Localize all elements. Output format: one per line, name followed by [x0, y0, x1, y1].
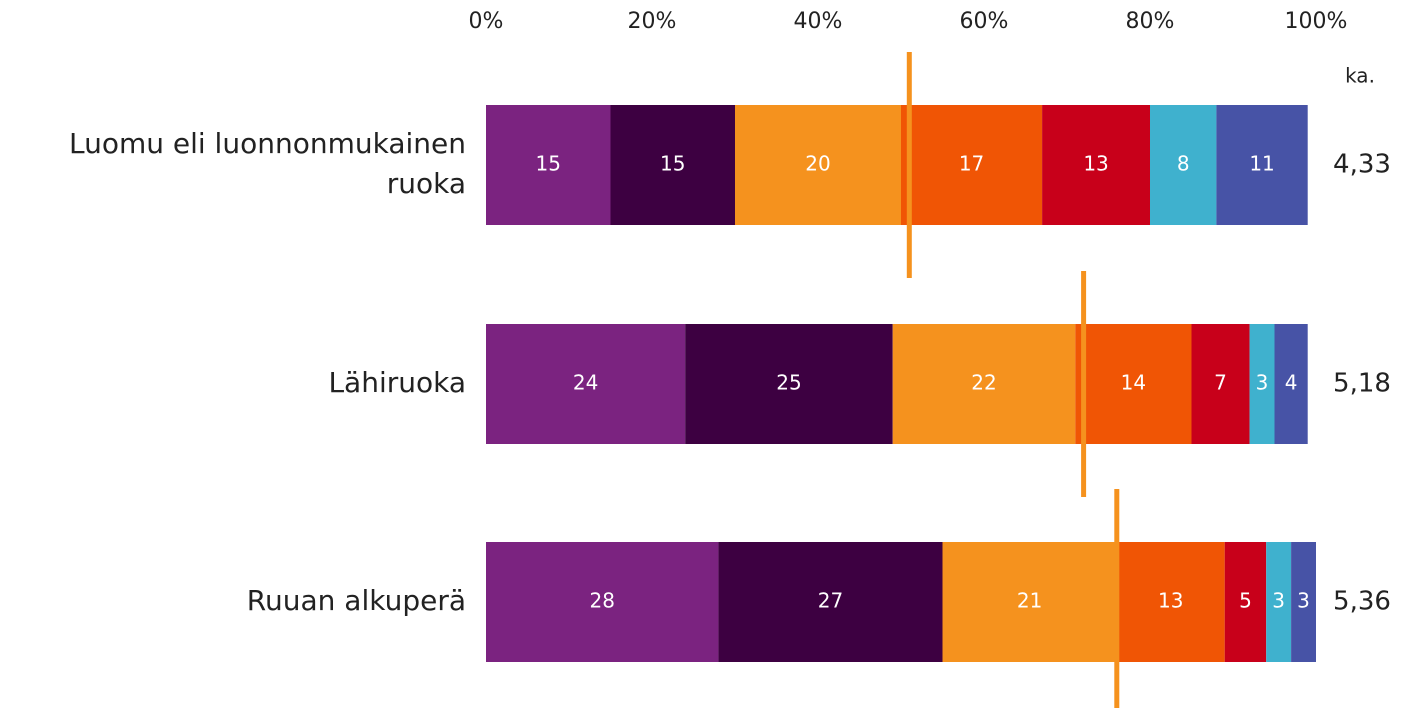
value-label: 3 — [1256, 371, 1269, 395]
bar-segment — [718, 542, 943, 662]
bar-segment — [1116, 542, 1225, 662]
bar-segment — [610, 105, 735, 225]
value-label: 21 — [1017, 589, 1042, 613]
bar-segment — [1224, 542, 1267, 662]
x-tick-label: 60% — [960, 9, 1009, 34]
x-tick-label: 100% — [1285, 9, 1348, 34]
bar-segment — [735, 105, 901, 225]
value-label: 15 — [536, 152, 561, 176]
value-label: 11 — [1249, 152, 1274, 176]
bar-segment — [1191, 324, 1250, 444]
value-label: 28 — [589, 589, 614, 613]
mean-header: ka. — [1345, 64, 1375, 88]
x-tick-label: 40% — [794, 9, 843, 34]
bar-segment — [1274, 324, 1308, 444]
x-tick-label: 20% — [628, 9, 677, 34]
value-label: 25 — [776, 371, 801, 395]
value-label: 27 — [818, 589, 843, 613]
value-label: 4 — [1285, 371, 1298, 395]
mean-label: 4,33 — [1333, 150, 1391, 180]
value-label: 5 — [1239, 589, 1252, 613]
mean-label: 5,18 — [1333, 369, 1391, 399]
bar-segment — [1150, 105, 1217, 225]
bar-segment — [486, 324, 686, 444]
value-label: 15 — [660, 152, 685, 176]
bar-segment — [901, 105, 1043, 225]
bar-segment — [1075, 324, 1192, 444]
bar-segment — [942, 542, 1117, 662]
value-label: 3 — [1272, 589, 1285, 613]
value-label: 17 — [959, 152, 984, 176]
value-label: 14 — [1121, 371, 1146, 395]
value-label: 24 — [573, 371, 598, 395]
x-tick-label: 80% — [1126, 9, 1175, 34]
value-label: 8 — [1177, 152, 1190, 176]
bar-segment — [1266, 542, 1292, 662]
bar-segment — [1216, 105, 1308, 225]
bar-segment — [486, 542, 719, 662]
category-label-line: ruoka — [387, 167, 466, 200]
value-label: 3 — [1297, 589, 1310, 613]
category-label: Luomu eli luonnonmukainen ruoka — [69, 127, 466, 200]
category-label: Ruuan alkuperä — [247, 584, 466, 617]
x-tick-label: 0% — [469, 9, 504, 34]
value-label: 7 — [1214, 371, 1227, 395]
category-label: Lähiruoka — [328, 366, 466, 399]
value-label: 22 — [971, 371, 996, 395]
value-label: 13 — [1158, 589, 1183, 613]
value-label: 13 — [1083, 152, 1108, 176]
category-label-line: Luomu eli luonnonmukainen — [69, 127, 466, 160]
bar-segment — [892, 324, 1076, 444]
value-label: 20 — [805, 152, 830, 176]
bar-segment — [486, 105, 611, 225]
bar-segment — [685, 324, 893, 444]
bar-segment — [1291, 542, 1316, 662]
bar-segment — [1042, 105, 1150, 225]
bar-segment — [1249, 324, 1275, 444]
mean-label: 5,36 — [1333, 587, 1391, 617]
